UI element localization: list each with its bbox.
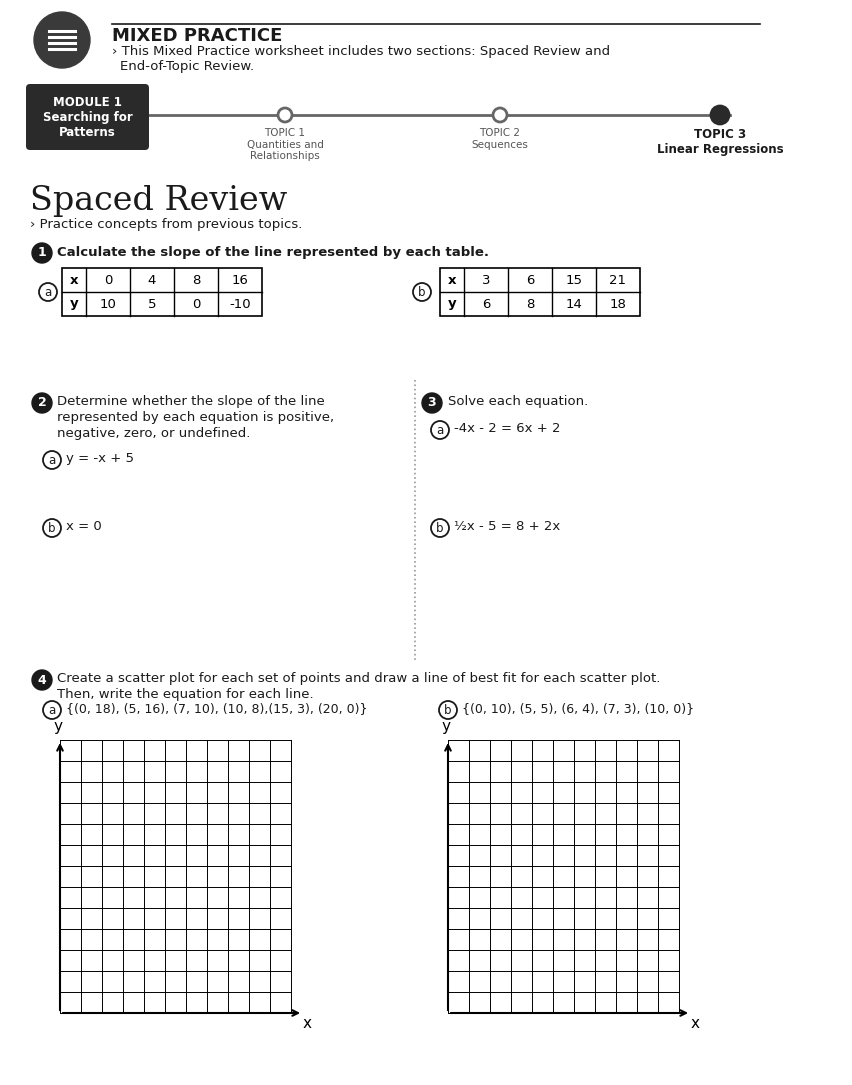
Text: MODULE 1
Searching for
Patterns: MODULE 1 Searching for Patterns [43, 95, 132, 139]
Text: b: b [436, 522, 444, 535]
Circle shape [431, 421, 449, 439]
Text: TOPIC 2
Sequences: TOPIC 2 Sequences [471, 128, 528, 150]
Text: -4x - 2 = 6x + 2: -4x - 2 = 6x + 2 [454, 422, 561, 435]
Text: 4: 4 [37, 674, 46, 687]
Text: y: y [441, 719, 451, 733]
Text: x: x [448, 273, 457, 286]
Bar [62, 268, 262, 316]
Text: 3: 3 [481, 273, 490, 286]
Text: y = -x + 5: y = -x + 5 [66, 452, 134, 465]
Circle shape [43, 451, 61, 469]
Circle shape [34, 12, 90, 68]
Text: 6: 6 [482, 297, 490, 310]
Text: Create a scatter plot for each set of points and draw a line of best fit for eac: Create a scatter plot for each set of po… [57, 672, 660, 685]
Text: a: a [44, 285, 52, 298]
Text: 15: 15 [566, 273, 583, 286]
Text: 0: 0 [192, 297, 200, 310]
Circle shape [32, 243, 52, 263]
Text: 8: 8 [526, 297, 534, 310]
Text: 3: 3 [428, 396, 436, 409]
Text: 18: 18 [609, 297, 626, 310]
Text: {(0, 10), (5, 5), (6, 4), (7, 3), (10, 0)}: {(0, 10), (5, 5), (6, 4), (7, 3), (10, 0… [462, 702, 694, 715]
Text: MIXED PRACTICE: MIXED PRACTICE [112, 27, 282, 44]
Text: {(0, 18), (5, 16), (7, 10), (10, 8),(15, 3), (20, 0)}: {(0, 18), (5, 16), (7, 10), (10, 8),(15,… [66, 702, 367, 715]
Text: b: b [444, 703, 452, 716]
Text: Solve each equation.: Solve each equation. [448, 395, 588, 408]
Text: Calculate the slope of the line represented by each table.: Calculate the slope of the line represen… [57, 246, 489, 259]
Bar [440, 268, 640, 316]
Circle shape [422, 393, 442, 413]
Text: x: x [690, 1016, 699, 1031]
Text: y: y [70, 297, 78, 310]
Text: › This Mixed Practice worksheet includes two sections: Spaced Review and: › This Mixed Practice worksheet includes… [112, 44, 610, 58]
Text: ½x - 5 = 8 + 2x: ½x - 5 = 8 + 2x [454, 520, 561, 533]
Text: Determine whether the slope of the line: Determine whether the slope of the line [57, 395, 325, 408]
Circle shape [493, 108, 507, 122]
Text: End-of-Topic Review.: End-of-Topic Review. [120, 60, 254, 73]
Text: 1: 1 [37, 246, 46, 259]
Circle shape [43, 701, 61, 719]
Text: 21: 21 [609, 273, 626, 286]
Text: represented by each equation is positive,: represented by each equation is positive… [57, 411, 334, 424]
Text: TOPIC 3
Linear Regressions: TOPIC 3 Linear Regressions [657, 128, 783, 156]
Text: 4: 4 [147, 273, 156, 286]
Text: 10: 10 [100, 297, 117, 310]
Text: b: b [418, 285, 426, 298]
Text: 5: 5 [147, 297, 156, 310]
Circle shape [32, 393, 52, 413]
Text: y: y [447, 297, 457, 310]
Text: Spaced Review: Spaced Review [30, 186, 287, 217]
Circle shape [43, 519, 61, 537]
Text: 16: 16 [232, 273, 249, 286]
Text: 14: 14 [566, 297, 583, 310]
FancyBboxPatch shape [26, 84, 149, 150]
Circle shape [278, 108, 292, 122]
Text: 0: 0 [104, 273, 112, 286]
Text: Then, write the equation for each line.: Then, write the equation for each line. [57, 688, 314, 701]
Circle shape [32, 671, 52, 690]
Text: x = 0: x = 0 [66, 520, 101, 533]
Text: › Practice concepts from previous topics.: › Practice concepts from previous topics… [30, 218, 302, 231]
Text: 8: 8 [192, 273, 200, 286]
Text: TOPIC 1
Quantities and
Relationships: TOPIC 1 Quantities and Relationships [246, 128, 324, 162]
Text: a: a [49, 703, 55, 716]
Circle shape [439, 701, 457, 719]
Text: b: b [49, 522, 55, 535]
Text: a: a [49, 454, 55, 467]
Circle shape [711, 106, 729, 124]
Text: negative, zero, or undefined.: negative, zero, or undefined. [57, 427, 250, 441]
Circle shape [413, 283, 431, 301]
Circle shape [39, 283, 57, 301]
Text: -10: -10 [229, 297, 250, 310]
Text: x: x [302, 1016, 312, 1031]
Text: 6: 6 [526, 273, 534, 286]
Text: 2: 2 [37, 396, 46, 409]
Text: y: y [54, 719, 62, 733]
Text: x: x [70, 273, 78, 286]
Text: a: a [436, 423, 444, 436]
Circle shape [431, 519, 449, 537]
